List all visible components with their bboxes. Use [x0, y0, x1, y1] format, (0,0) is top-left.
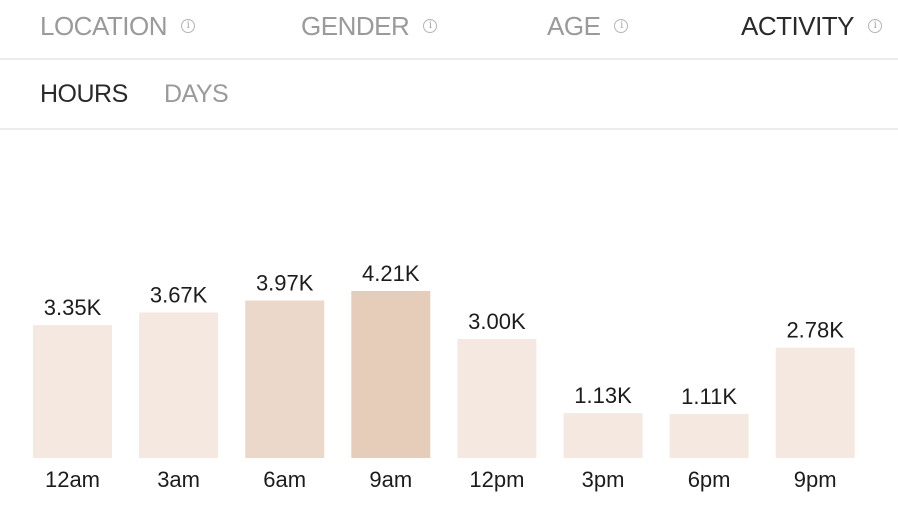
value-label-12am: 3.35K [44, 295, 102, 320]
demographic-tabs: LOCATION i GENDER i AGE i ACTIVITY i [0, 0, 898, 60]
subtab-days[interactable]: DAYS [164, 80, 229, 108]
bar-9pm[interactable] [775, 347, 855, 458]
bar-6am[interactable] [245, 300, 325, 458]
tab-location-label: LOCATION [40, 10, 167, 41]
category-label-3am: 3am [157, 467, 200, 492]
value-label-6am: 3.97K [256, 271, 314, 296]
bar-9am[interactable] [351, 291, 431, 458]
tab-age-label: AGE [547, 10, 601, 41]
bar-12pm[interactable] [457, 338, 537, 458]
activity-subtabs: HOURS DAYS [0, 60, 898, 130]
category-label-9am: 9am [369, 467, 412, 492]
activity-bar-chart: 3.35K 12am 3.67K 3am 3.97K 6am 4.21K 9am 3.00K 12… [33, 261, 855, 492]
tab-activity-label: ACTIVITY [741, 10, 855, 41]
bar-3am[interactable] [139, 312, 219, 458]
info-icon[interactable]: i [868, 19, 883, 33]
category-label-3pm: 3pm [582, 467, 625, 492]
info-icon[interactable]: i [180, 19, 195, 33]
bar-3pm[interactable] [563, 413, 643, 458]
bar-12am[interactable] [33, 325, 112, 458]
value-label-3pm: 1.13K [574, 383, 632, 408]
subtab-hours[interactable]: HOURS [40, 80, 128, 108]
tab-gender[interactable]: GENDER i [301, 10, 438, 42]
tab-activity[interactable]: ACTIVITY i [741, 10, 883, 42]
value-label-9am: 4.21K [362, 261, 420, 286]
info-icon[interactable]: i [614, 19, 629, 33]
tab-location[interactable]: LOCATION i [40, 10, 195, 42]
category-label-12am: 12am [45, 467, 100, 492]
category-label-12pm: 12pm [469, 467, 524, 492]
info-icon[interactable]: i [423, 19, 438, 33]
bar-6pm[interactable] [669, 413, 749, 458]
value-label-3am: 3.67K [150, 282, 208, 307]
tab-age[interactable]: AGE i [547, 10, 629, 42]
category-label-6am: 6am [263, 467, 306, 492]
category-label-9pm: 9pm [794, 467, 837, 492]
category-label-6pm: 6pm [688, 467, 731, 492]
tab-gender-label: GENDER [301, 10, 410, 41]
value-label-12pm: 3.00K [468, 309, 526, 334]
value-label-6pm: 1.11K [681, 384, 737, 409]
value-label-9pm: 2.78K [786, 318, 844, 343]
